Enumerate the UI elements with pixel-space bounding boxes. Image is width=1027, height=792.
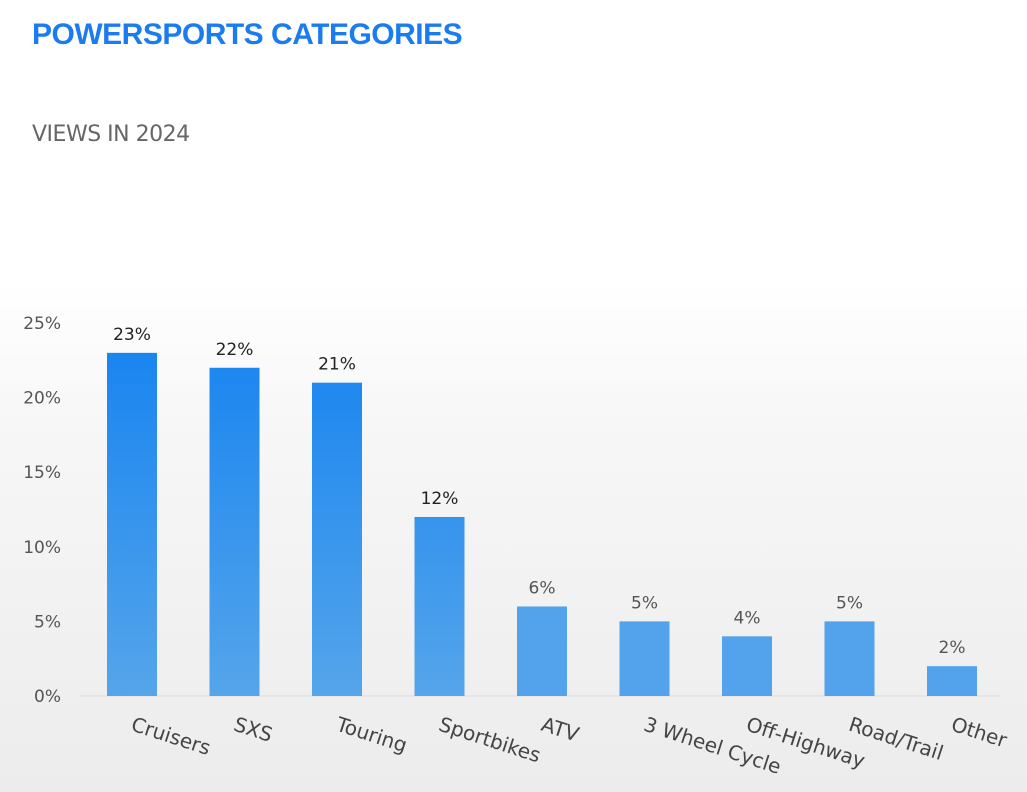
y-tick-label: 10% [23, 538, 61, 558]
y-tick-label: 0% [34, 687, 61, 707]
x-tick-label-sxs: SXS [231, 712, 276, 747]
data-label-sportbikes: 12% [421, 489, 459, 509]
chart-subtitle: VIEWS IN 2024 [32, 122, 190, 147]
page-title: POWERSPORTS CATEGORIES [32, 18, 463, 51]
bar-sportbikes [414, 516, 465, 696]
y-tick-label: 5% [34, 612, 61, 632]
bar-road-trail [824, 621, 875, 696]
y-tick-label: 20% [23, 389, 61, 409]
x-tick-label-atv: ATV [538, 712, 582, 747]
bar-3-wheel-cycle [619, 621, 670, 696]
y-tick-label: 15% [23, 463, 61, 483]
bar-sxs [209, 367, 260, 696]
data-label-sxs: 22% [216, 340, 254, 360]
x-tick-label-touring: Touring [333, 712, 411, 758]
x-tick-label-sportbikes: Sportbikes [436, 712, 544, 767]
bar-cruisers [107, 352, 157, 696]
bar-off-highway [722, 636, 772, 696]
bar-other [927, 666, 977, 696]
data-label-road-trail: 5% [836, 593, 863, 613]
data-label-atv: 6% [529, 578, 556, 598]
bars [107, 352, 977, 696]
x-tick-label-cruisers: Cruisers [128, 712, 213, 760]
data-label-off-highway: 4% [734, 608, 761, 628]
y-tick-label: 25% [23, 314, 61, 334]
bar-atv [517, 606, 567, 696]
x-tick-label-other: Other [948, 712, 1010, 753]
data-label-touring: 21% [318, 355, 356, 375]
data-labels: 23% 22% 21% 12% 6% 5% 4% 5% 2% [113, 325, 965, 658]
data-label-other: 2% [939, 638, 966, 658]
data-label-3-wheel-cycle: 5% [631, 593, 658, 613]
data-label-cruisers: 23% [113, 325, 151, 345]
bar-touring [312, 382, 362, 696]
y-axis: 0% 5% 10% 15% 20% 25% [23, 314, 61, 707]
